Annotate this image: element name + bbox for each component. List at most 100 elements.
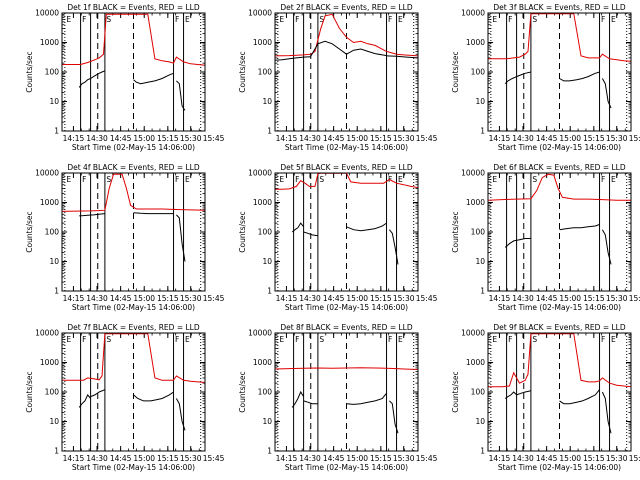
- x-tick-label: 15:00: [346, 294, 368, 303]
- time-marker-letter: S: [532, 335, 537, 344]
- event-rate-line: [559, 71, 600, 82]
- y-axis-label: Counts/sec: [238, 51, 247, 92]
- x-tick-label: 15:00: [559, 134, 581, 143]
- y-tick-label: 10000: [35, 9, 59, 18]
- time-marker-letter: E: [611, 15, 616, 24]
- y-axis-label: Counts/sec: [238, 371, 247, 412]
- x-tick-label: 14:45: [323, 294, 345, 303]
- x-axis-label: Start Time (02-May-15 14:06:00): [498, 463, 621, 472]
- x-tick-label: 15:00: [133, 454, 155, 463]
- time-marker-letter: S: [106, 335, 111, 344]
- x-axis-label: Start Time (02-May-15 14:06:00): [498, 143, 621, 152]
- x-tick-label: 14:15: [276, 134, 298, 143]
- plot-frame: [61, 12, 206, 132]
- y-tick-label: 1000: [40, 38, 59, 47]
- event-rate-line: [133, 391, 174, 402]
- x-tick-label: 15:45: [416, 454, 438, 463]
- event-rate-line: [559, 389, 600, 405]
- x-tick-label: 15:00: [559, 294, 581, 303]
- data-lines: [488, 13, 631, 109]
- y-tick-label: 1: [267, 447, 272, 456]
- y-tick-label: 100: [258, 388, 273, 397]
- x-tick-label: 15:00: [346, 134, 368, 143]
- time-marker-letter: F: [508, 335, 512, 344]
- event-rate-line: [389, 229, 399, 265]
- event-rate-line: [601, 391, 612, 434]
- x-tick-label: 14:45: [536, 294, 558, 303]
- lld-rate-line: [488, 13, 631, 62]
- chart-title: Det 4f BLACK = Events, RED = LLD: [67, 163, 200, 172]
- y-tick-label: 1000: [40, 198, 59, 207]
- x-tick-label: 15:30: [393, 134, 415, 143]
- x-tick-label: 15:15: [157, 134, 179, 143]
- y-axis-label: Counts/sec: [25, 371, 34, 412]
- event-rate-line: [346, 48, 387, 57]
- time-marker-letter: S: [319, 335, 324, 344]
- x-tick-label: 14:30: [86, 454, 108, 463]
- y-tick-label: 10000: [248, 329, 272, 338]
- x-tick-label: 14:30: [299, 134, 321, 143]
- x-tick-label: 14:45: [323, 454, 345, 463]
- y-tick-label: 10000: [461, 329, 485, 338]
- y-tick-label: 100: [45, 68, 60, 77]
- event-rate-line: [79, 213, 105, 217]
- x-tick-label: 14:15: [489, 294, 511, 303]
- y-tick-label: 1: [54, 287, 59, 296]
- x-tick-label: 14:30: [86, 294, 108, 303]
- x-tick-label: 14:15: [276, 294, 298, 303]
- time-marker-letter: F: [175, 15, 179, 24]
- x-tick-label: 14:30: [299, 294, 321, 303]
- y-tick-label: 1: [267, 127, 272, 136]
- time-marker-letter: F: [601, 335, 605, 344]
- y-tick-label: 1: [480, 287, 485, 296]
- x-tick-label: 15:15: [583, 294, 605, 303]
- chart-panel-1: Det 1f BLACK = Events, RED = LLD Counts/s…: [25, 3, 225, 152]
- y-axis-label: Counts/sec: [25, 51, 34, 92]
- x-tick-label: 14:45: [536, 134, 558, 143]
- x-tick-label: 15:00: [559, 454, 581, 463]
- x-tick-label: 15:15: [370, 454, 392, 463]
- lld-rate-line: [488, 173, 631, 201]
- plot-frame: [274, 12, 419, 132]
- time-marker-letter: E: [611, 335, 616, 344]
- x-tick-label: 15:15: [157, 454, 179, 463]
- data-lines: [62, 333, 205, 431]
- y-tick-label: 10: [49, 417, 59, 426]
- x-tick-label: 15:00: [346, 454, 368, 463]
- chart-panel-3: Det 3f BLACK = Events, RED = LLD Counts/s…: [451, 3, 640, 152]
- plot-frame: [61, 332, 206, 452]
- time-marker-letter: F: [175, 175, 179, 184]
- chart-title: Det 6f BLACK = Events, RED = LLD: [493, 163, 626, 172]
- x-tick-label: 15:30: [606, 294, 628, 303]
- time-marker-letter: F: [601, 175, 605, 184]
- event-rate-line: [346, 392, 387, 405]
- event-rate-line: [303, 231, 318, 237]
- x-tick-label: 15:45: [416, 294, 438, 303]
- y-tick-label: 1000: [253, 38, 272, 47]
- y-tick-label: 10: [49, 97, 59, 106]
- x-tick-label: 15:30: [393, 454, 415, 463]
- x-tick-label: 15:00: [133, 134, 155, 143]
- x-axis-label: Start Time (02-May-15 14:06:00): [72, 463, 195, 472]
- event-rate-line: [389, 400, 399, 434]
- x-tick-label: 14:30: [512, 294, 534, 303]
- lld-rate-line: [488, 333, 631, 388]
- y-tick-label: 1000: [40, 358, 59, 367]
- y-tick-label: 10: [262, 417, 272, 426]
- plot-frame: [274, 172, 419, 292]
- time-marker-letter: S: [106, 15, 111, 24]
- x-tick-label: 15:30: [180, 294, 202, 303]
- lld-rate-line: [62, 13, 205, 66]
- lld-rate-line: [62, 173, 205, 212]
- x-tick-label: 15:15: [370, 294, 392, 303]
- x-tick-label: 15:45: [416, 134, 438, 143]
- y-tick-label: 10000: [248, 9, 272, 18]
- x-axis-label: Start Time (02-May-15 14:06:00): [285, 463, 408, 472]
- time-marker-letter: E: [279, 335, 284, 344]
- y-tick-label: 100: [258, 68, 273, 77]
- event-rate-line: [78, 78, 91, 88]
- y-tick-label: 10000: [461, 169, 485, 178]
- plot-frame: [487, 332, 632, 452]
- time-marker-letter: E: [611, 175, 616, 184]
